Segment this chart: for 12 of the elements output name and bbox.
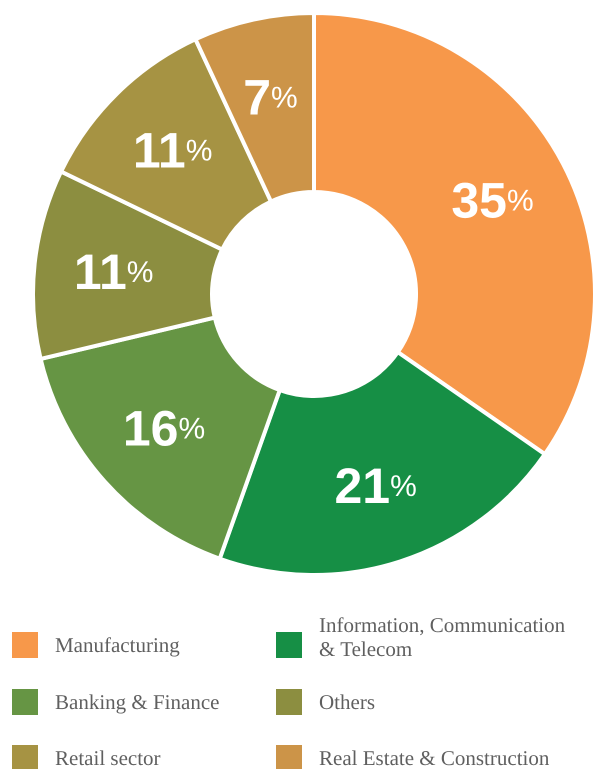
data-label: 11% — [74, 244, 154, 300]
legend-label: Information, Communication & Telecom — [319, 613, 566, 661]
data-label: 35% — [451, 172, 534, 229]
legend-label: Retail sector — [55, 746, 161, 769]
legend-label: Manufacturing — [55, 633, 180, 657]
legend-label: Banking & Finance — [55, 690, 220, 714]
data-label: 21% — [334, 458, 417, 514]
data-label: 7% — [243, 69, 298, 126]
legend-label: Real Estate & Construction — [319, 746, 550, 769]
legend-label: Others — [319, 690, 375, 714]
data-label: 11% — [132, 122, 212, 178]
data-label: 16% — [122, 400, 206, 457]
